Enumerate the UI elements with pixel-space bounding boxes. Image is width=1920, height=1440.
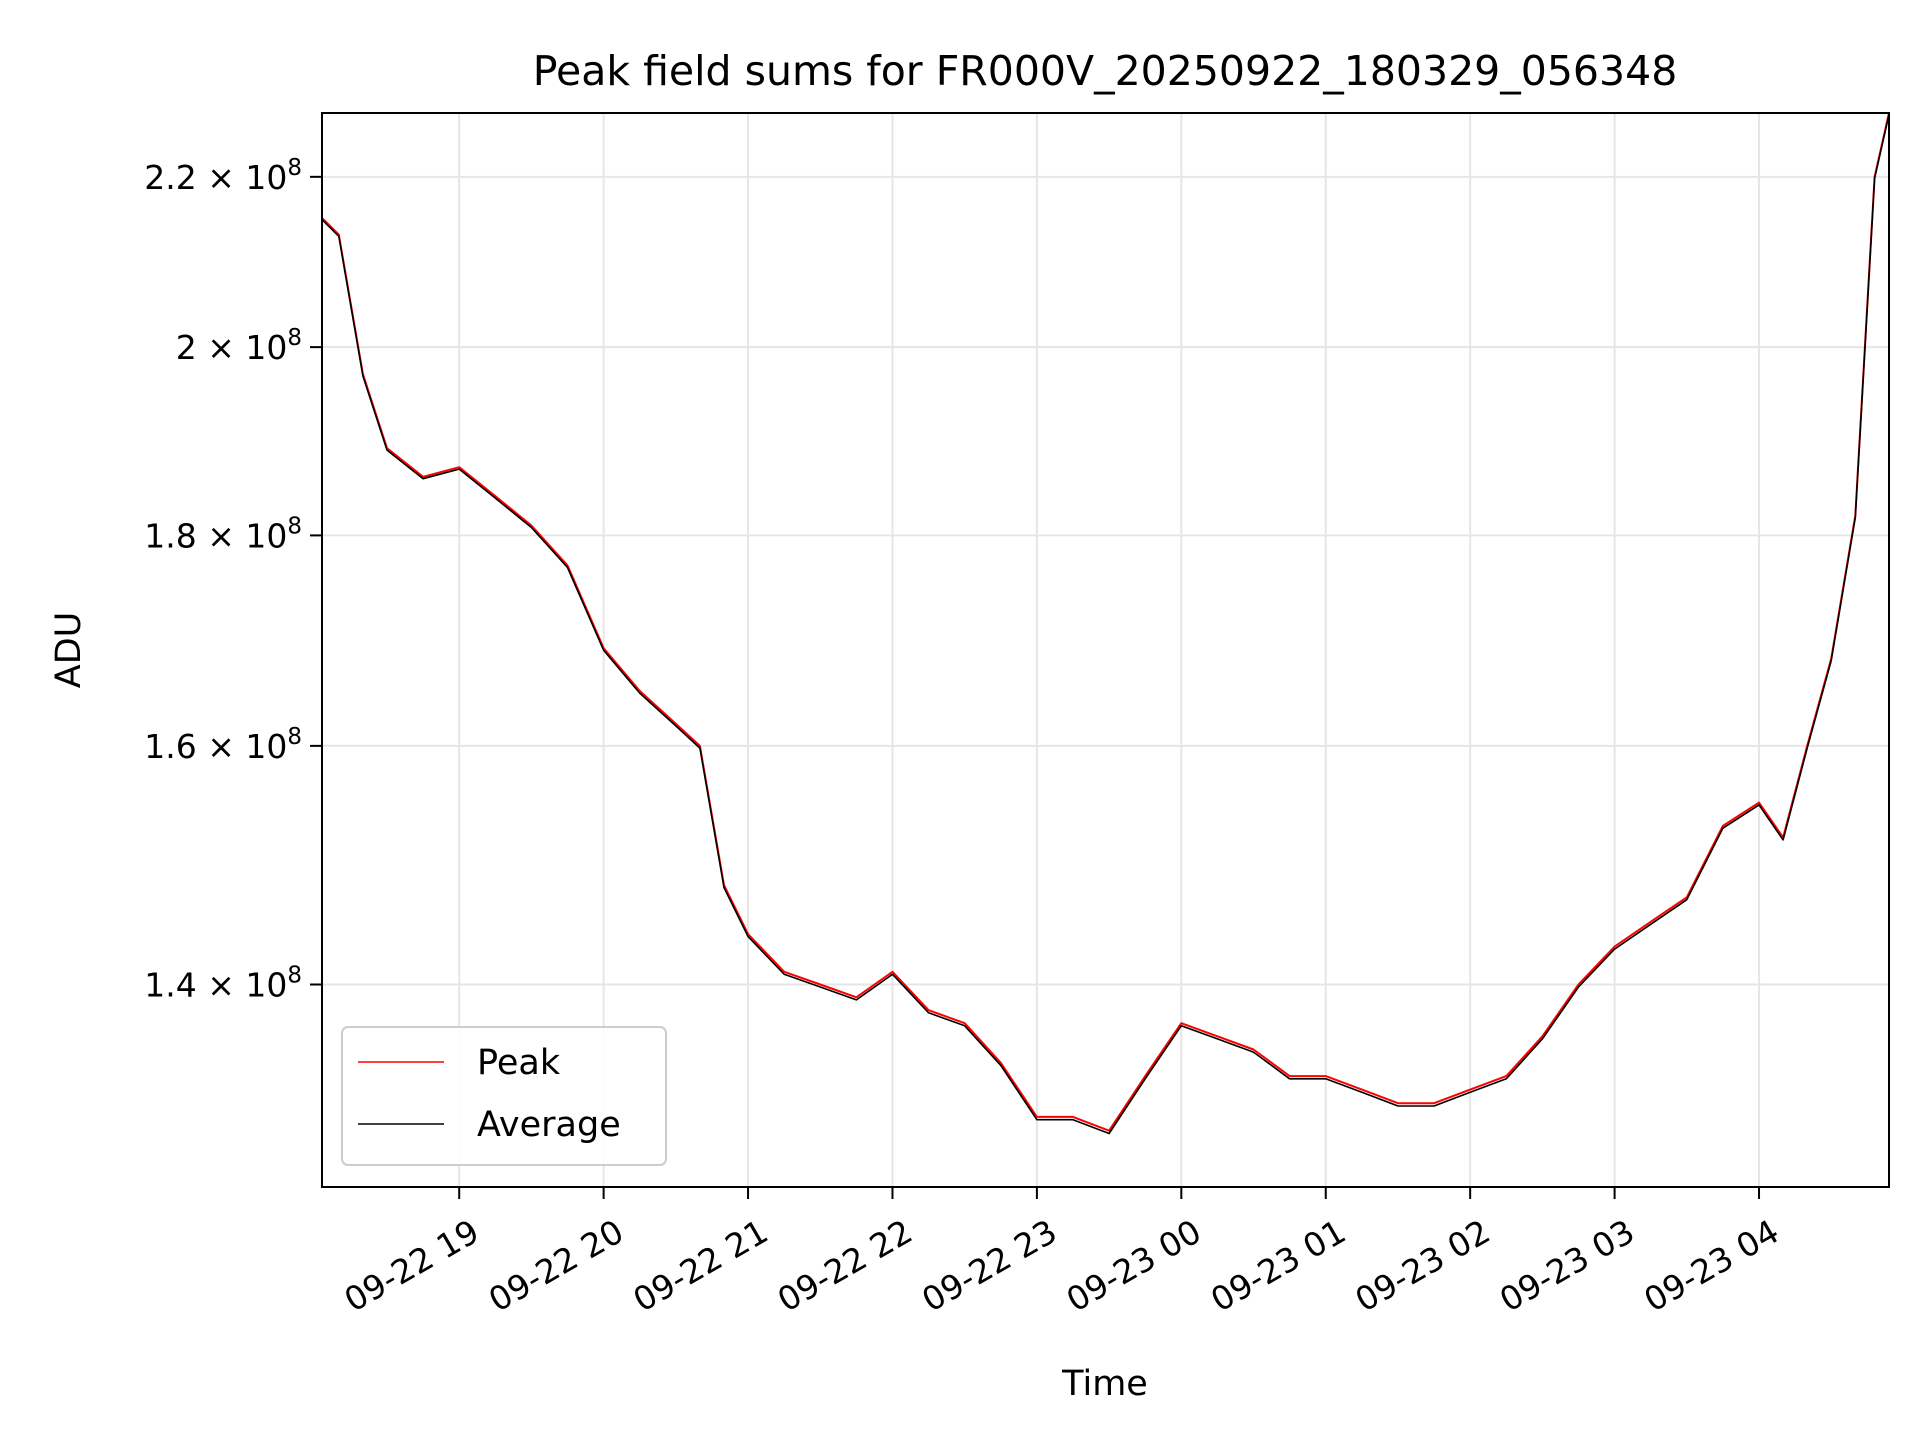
legend-label-average: Average [477,1105,621,1145]
chart-title: Peak field sums for FR000V_20250922_1803… [533,47,1678,95]
legend-label-peak: Peak [477,1043,561,1083]
series-line-peak [321,112,1890,1132]
y-tick-label: 1.4 × 108 [144,962,302,1004]
y-axis-label: ADU [49,612,89,689]
series-line-average [321,114,1890,1135]
grid [322,113,1889,1187]
y-tick-label: 2.2 × 108 [144,155,302,197]
y-tick-label: 2 × 108 [176,325,302,367]
x-axis-label: Time [1061,1364,1148,1404]
plot-frame [321,112,1890,1188]
legend: Peak Average [341,1026,667,1166]
y-axis: 1.4 × 108 1.6 × 108 1.8 × 108 2 × 108 2.2 × … [144,155,322,1004]
series-lines [321,112,1890,1135]
y-tick-label: 1.6 × 108 [144,724,302,766]
y-tick-label: 1.8 × 108 [144,513,302,555]
